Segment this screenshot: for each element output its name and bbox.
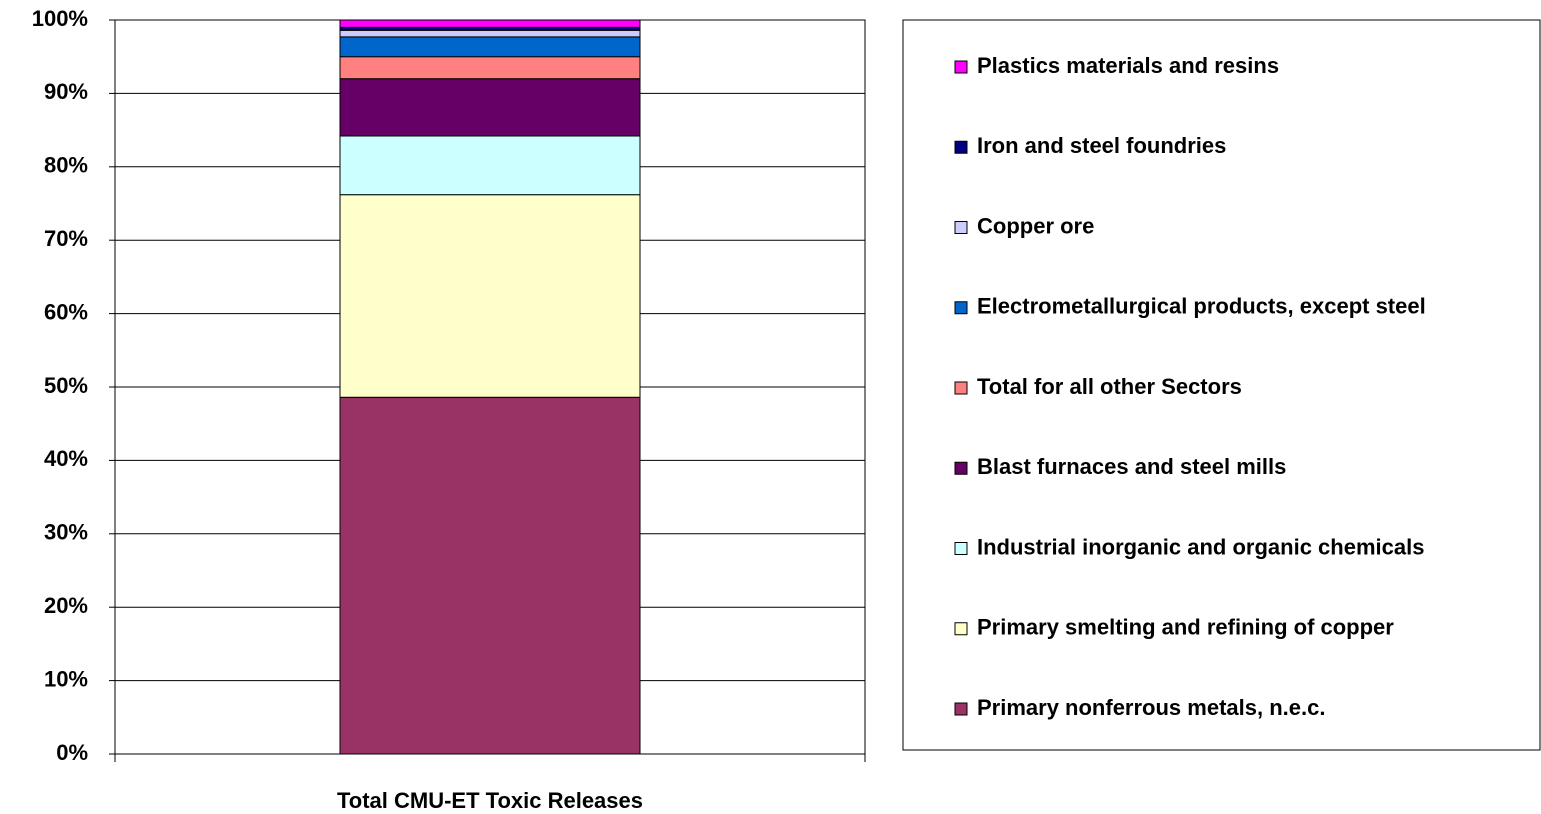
bar-segment — [339, 29, 641, 38]
y-tick-label: 70% — [44, 226, 88, 251]
legend-label: Industrial inorganic and organic chemica… — [977, 534, 1424, 559]
y-tick-label: 20% — [44, 593, 88, 618]
legend-label: Copper ore — [977, 213, 1094, 238]
x-tick-label: Total CMU-ET Toxic Releases — [337, 788, 643, 813]
legend-marker — [954, 542, 968, 555]
legend-marker — [954, 140, 968, 154]
legend-label: Blast furnaces and steel mills — [977, 454, 1286, 479]
legend-label: Electrometallurgical products, except st… — [977, 294, 1426, 319]
bar-segment — [339, 36, 641, 58]
legend-marker — [954, 301, 968, 315]
y-tick-label: 40% — [44, 446, 88, 471]
legend-label: Plastics materials and resins — [977, 53, 1279, 78]
legend-box — [902, 19, 1541, 751]
bar-segment — [339, 19, 641, 28]
bar-segment — [339, 56, 641, 80]
legend-marker — [954, 622, 968, 636]
legend-marker — [954, 221, 968, 234]
legend-marker — [954, 461, 968, 475]
y-tick-label: 60% — [44, 299, 88, 324]
bar-segment — [339, 194, 641, 398]
legend-marker — [954, 381, 968, 395]
legend-label: Total for all other Sectors — [977, 374, 1242, 399]
legend-label: Primary smelting and refining of copper — [977, 615, 1394, 640]
legend-marker — [954, 60, 968, 74]
legend-label: Iron and steel foundries — [977, 133, 1226, 158]
y-tick-label: 0% — [56, 740, 88, 765]
legend-label: Primary nonferrous metals, n.e.c. — [977, 695, 1325, 720]
y-tick-label: 80% — [44, 153, 88, 178]
y-tick-label: 100% — [32, 6, 88, 31]
bar-segment — [339, 135, 641, 196]
legend-marker — [954, 702, 968, 716]
y-tick-label: 10% — [44, 666, 88, 691]
y-tick-label: 90% — [44, 79, 88, 104]
bar-segment — [339, 78, 641, 137]
y-tick-label: 30% — [44, 520, 88, 545]
bar-segment — [339, 396, 641, 755]
y-tick-label: 50% — [44, 373, 88, 398]
